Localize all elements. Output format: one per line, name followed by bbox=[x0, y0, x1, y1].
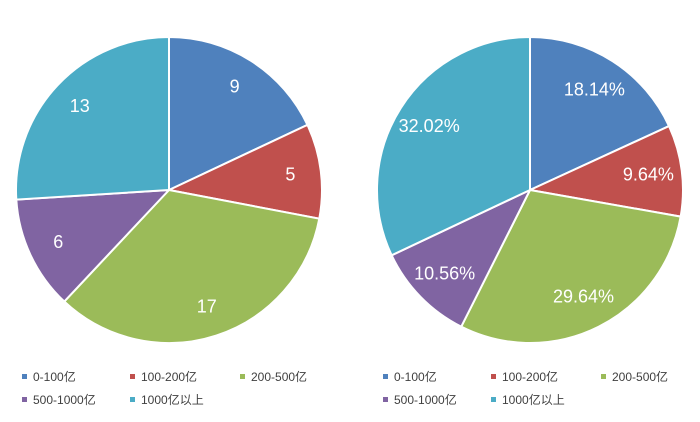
pie-slice-200-500 bbox=[62, 188, 321, 344]
legend-swatch bbox=[383, 374, 388, 379]
legend-item-1000-plus: 1000亿以上 bbox=[491, 391, 565, 408]
data-label-0-100: 9 bbox=[230, 77, 240, 97]
legend-label: 0-100亿 bbox=[33, 370, 76, 384]
legend-label: 0-100亿 bbox=[394, 370, 437, 384]
legend-item-0-100: 0-100亿 bbox=[383, 368, 437, 385]
legend-item-200-500: 200-500亿 bbox=[240, 368, 307, 385]
pie-slice-1000-plus bbox=[376, 35, 531, 257]
pie-slice-0-100 bbox=[168, 35, 309, 192]
legend-swatch bbox=[22, 374, 27, 379]
data-label-1000-plus: 32.02% bbox=[399, 116, 460, 136]
legend-label: 1000亿以上 bbox=[502, 393, 565, 407]
pie-slice-500-1000 bbox=[390, 187, 533, 329]
pie-slice-500-1000 bbox=[15, 188, 172, 303]
data-label-0-100: 18.14% bbox=[564, 80, 625, 100]
legend-item-0-100: 0-100亿 bbox=[22, 368, 76, 385]
pie-slice-0-100 bbox=[529, 35, 671, 192]
legend-swatch bbox=[22, 397, 27, 402]
pie-slice-100-200 bbox=[165, 123, 323, 220]
legend-label: 500-1000亿 bbox=[394, 393, 457, 407]
data-label-500-1000: 6 bbox=[53, 232, 63, 252]
data-label-500-1000: 10.56% bbox=[414, 263, 475, 283]
pie-chart-percentage: 18.14% 9.64% 29.64% 10.56% 32.02% bbox=[376, 35, 684, 344]
legend-label: 100-200亿 bbox=[141, 370, 198, 384]
legend-label: 200-500亿 bbox=[612, 370, 669, 384]
legend-swatch bbox=[130, 374, 135, 379]
pie-chart-count: 9 5 17 6 13 bbox=[14, 35, 323, 344]
legend-swatch bbox=[130, 397, 135, 402]
data-label-1000-plus: 13 bbox=[70, 96, 90, 116]
legend-label: 200-500亿 bbox=[251, 370, 308, 384]
legend-label: 100-200亿 bbox=[502, 370, 559, 384]
legend-swatch bbox=[491, 374, 496, 379]
legend-swatch bbox=[491, 397, 496, 402]
data-label-100-200: 9.64% bbox=[623, 165, 674, 185]
legend-swatch bbox=[383, 397, 388, 402]
pie-slice-200-500 bbox=[459, 188, 682, 344]
legend-swatch bbox=[601, 374, 606, 379]
legend-item-100-200: 100-200亿 bbox=[130, 368, 197, 385]
legend-label: 1000亿以上 bbox=[141, 393, 204, 407]
pie-slice-1000-plus bbox=[14, 35, 170, 201]
legend-item-500-1000: 500-1000亿 bbox=[383, 391, 457, 408]
pie-slice-100-200 bbox=[526, 124, 684, 218]
legend-item-1000-plus: 1000亿以上 bbox=[130, 391, 204, 408]
legend-item-200-500: 200-500亿 bbox=[601, 368, 668, 385]
legend-swatch bbox=[240, 374, 245, 379]
legend-item-100-200: 100-200亿 bbox=[491, 368, 558, 385]
data-label-200-500: 29.64% bbox=[553, 287, 614, 307]
legend-label: 500-1000亿 bbox=[33, 393, 96, 407]
data-label-200-500: 17 bbox=[197, 296, 217, 316]
legend-item-500-1000: 500-1000亿 bbox=[22, 391, 96, 408]
data-label-100-200: 5 bbox=[285, 165, 295, 185]
